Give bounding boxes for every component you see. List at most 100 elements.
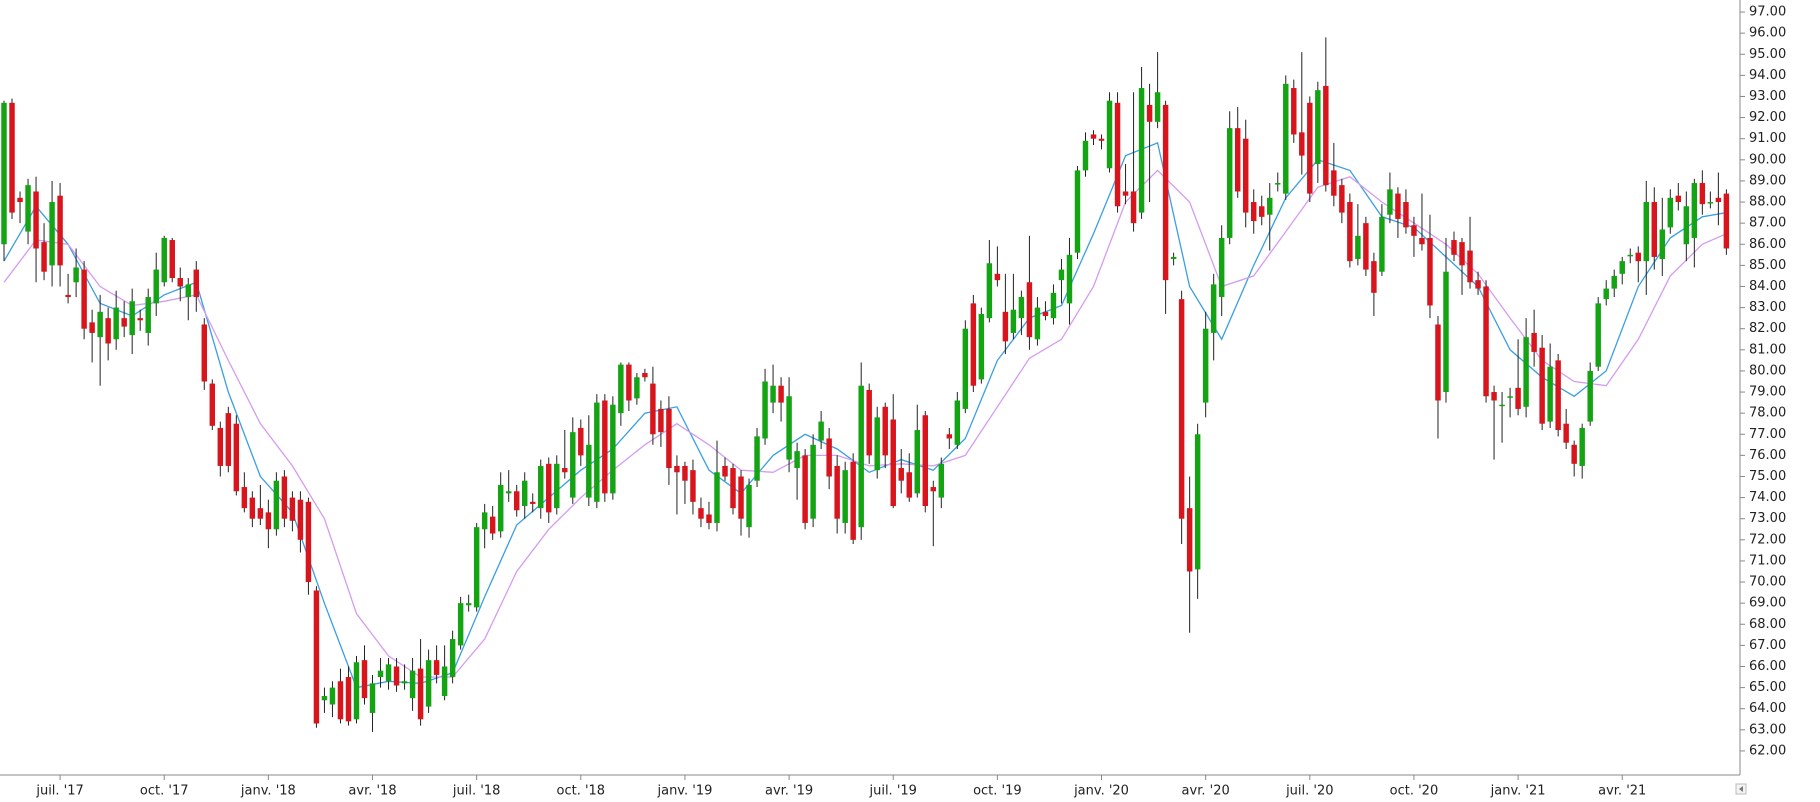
y-tick-label: 85.00 [1749,258,1786,273]
candle-body [1659,229,1666,260]
candle-body [1699,183,1706,205]
candle-body [1146,104,1153,122]
candle-body [1619,261,1625,274]
candle-body [1723,193,1730,249]
candle-body [1667,197,1674,228]
candle-body [1275,183,1281,185]
x-tick-label: juil. '19 [868,784,916,799]
candle-body [778,385,784,403]
candle-body [1122,191,1129,196]
candle-body [946,434,953,439]
candle-body [385,664,392,682]
x-tick-label: juil. '18 [452,784,500,799]
candle-body [1515,387,1521,409]
candle-body [1130,191,1137,224]
candle-body [994,273,1001,281]
candle-body [1242,138,1249,213]
candle-body [586,444,592,498]
candle-body [1595,303,1601,367]
y-tick-label: 86.00 [1749,237,1786,252]
candle-body [1507,396,1513,398]
candle-body [1635,252,1641,262]
candle-body [57,195,63,266]
candle-body [1218,237,1225,298]
candle-body [714,472,720,523]
candle-body [1611,275,1617,289]
candle-body [1154,92,1161,122]
candle-body [1339,185,1345,213]
y-tick-label: 90.00 [1749,152,1786,167]
candle-body [1,102,7,245]
candle-body [866,389,872,456]
candle-body [1675,195,1682,203]
candle-body [1587,370,1593,422]
scroll-icon [1739,786,1743,792]
candle-body [1034,307,1041,340]
y-tick-label: 73.00 [1749,511,1786,526]
y-tick-label: 67.00 [1749,638,1786,653]
candle-body [1419,237,1425,245]
y-tick-label: 72.00 [1749,532,1786,547]
candle-body [1547,366,1553,422]
candle-body [570,432,576,498]
plot-area [1,37,1730,732]
y-tick-label: 64.00 [1749,701,1786,716]
candle-body [978,313,985,380]
y-tick-label: 95.00 [1749,47,1786,62]
candle-body [313,590,320,724]
candle-body [1106,100,1113,169]
candle-body [1210,284,1217,333]
candle-body [1651,202,1658,257]
candle-body [1267,197,1273,215]
candle-body [73,267,79,283]
candle-body [858,385,864,528]
candle-body [1555,360,1561,431]
candle-body [650,383,656,435]
candle-body [193,269,199,298]
y-tick-label: 92.00 [1749,110,1786,125]
candle-body [449,639,456,678]
y-tick-label: 88.00 [1749,195,1786,210]
candle-body [185,284,191,298]
candle-body [401,681,408,684]
candle-body [417,668,424,720]
x-tick-label: janv. '20 [1073,784,1129,799]
x-tick-label: janv. '18 [240,784,296,799]
candle-body [241,487,248,509]
candle-body [1691,183,1698,238]
candle-body [898,468,904,481]
candle-body [353,662,360,720]
candle-body [329,687,336,705]
y-tick-label: 76.00 [1749,448,1786,463]
candle-body [1563,423,1569,443]
candle-body [1347,202,1353,262]
candle-body [1234,128,1241,192]
y-tick-label: 93.00 [1749,89,1786,104]
candle-body [337,681,344,720]
y-tick-label: 77.00 [1749,427,1786,442]
x-tick-label: juil. '17 [35,784,83,799]
y-tick-label: 80.00 [1749,363,1786,378]
y-tick-label: 96.00 [1749,26,1786,41]
candle-body [1715,197,1722,203]
x-tick-label: janv. '19 [656,784,712,799]
candle-body [1627,254,1633,257]
candle-body [321,696,328,701]
candle-body [1331,170,1337,196]
candle-body [481,512,488,530]
candle-body [1483,286,1489,397]
candle-body [1002,311,1009,342]
candle-body [1194,434,1201,570]
candle-body [1411,225,1417,236]
candle-body [233,423,240,492]
candle-body [33,191,39,249]
candle-body [457,603,464,646]
candle-body [1291,88,1297,135]
candle-body [914,430,920,494]
candle-body [289,497,296,521]
candle-body [1226,128,1233,238]
candle-body [1571,444,1577,464]
x-tick-label: oct. '20 [1390,784,1439,799]
